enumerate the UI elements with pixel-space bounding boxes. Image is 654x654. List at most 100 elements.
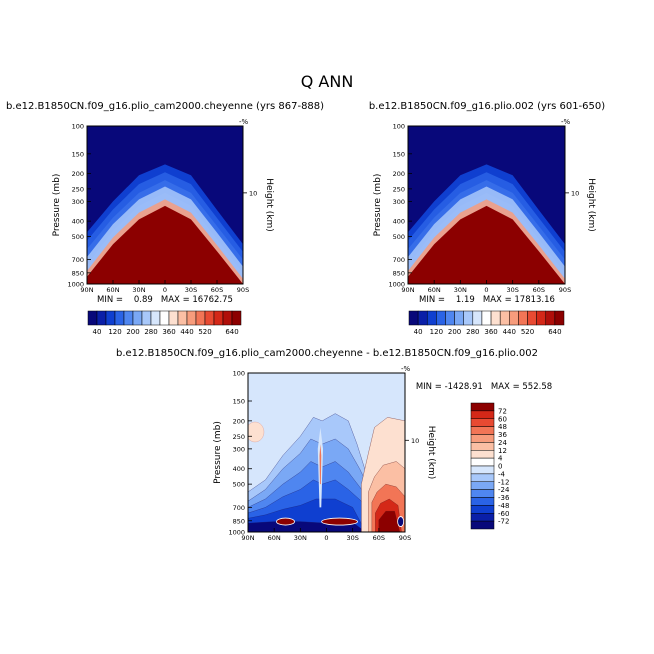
colorbar-swatch: [518, 310, 528, 326]
panel-3-stats: MIN = -1428.91 MAX = 552.58: [416, 382, 552, 392]
colorbar-swatch: [470, 434, 495, 443]
colorbar-swatch: [445, 310, 455, 326]
lat-tick-label: 90N: [401, 286, 414, 294]
colorbar-swatch: [132, 310, 143, 326]
colorbar-tick-label: 360: [484, 328, 497, 336]
colorbar-swatch: [470, 505, 495, 514]
height-axis-label: Height (km): [426, 426, 436, 480]
field-core: [87, 205, 243, 284]
pressure-tick-label: 200: [393, 170, 405, 178]
diff-surface-blob: [397, 516, 405, 527]
colorbar-swatch: [231, 310, 242, 326]
height-top-marker: -%: [561, 118, 571, 126]
lat-tick-label: 0: [484, 286, 488, 294]
pressure-tick-label: 300: [233, 445, 245, 453]
lat-tick-label: 60N: [428, 286, 441, 294]
pressure-tick-label: 200: [233, 417, 245, 425]
pressure-tick-label: 400: [72, 218, 84, 226]
colorbar-tick-label: -60: [498, 510, 509, 518]
lat-tick-label: 0: [324, 534, 328, 542]
colorbar-tick-label: 40: [93, 328, 102, 336]
height-top-marker: -%: [239, 118, 249, 126]
colorbar-swatch: [470, 497, 495, 506]
panel-2-stats: MIN = 1.19 MAX = 17813.16: [419, 295, 555, 305]
pressure-tick-label: 150: [393, 150, 405, 158]
colorbar-swatch: [186, 310, 197, 326]
pressure-tick-label: 100: [72, 123, 84, 131]
diff-positive-patch: [248, 421, 265, 443]
colorbar-tick-label: 440: [180, 328, 193, 336]
field-core: [408, 205, 565, 284]
colorbar-tick-label: 520: [521, 328, 534, 336]
panel-3-plot: 1001502002503004005007008501000Pressure …: [213, 365, 436, 542]
pressure-tick-label: 250: [393, 185, 405, 193]
colorbar-swatch: [168, 310, 179, 326]
colorbar-swatch: [470, 513, 495, 522]
colorbar-swatch: [87, 310, 98, 326]
colorbar-tick-label: 4: [498, 455, 503, 463]
colorbar-swatch: [470, 450, 495, 459]
field-layer: [408, 126, 565, 284]
colorbar-tick-label: 360: [162, 328, 175, 336]
colorbar-swatch: [490, 310, 501, 326]
colorbar-tick-label: 120: [108, 328, 121, 336]
colorbar-swatch: [499, 310, 510, 326]
pressure-tick-label: 150: [72, 150, 84, 158]
pressure-tick-label: 700: [393, 256, 405, 264]
colorbar-swatch: [141, 310, 152, 326]
colorbar-tick-label: -72: [498, 518, 509, 526]
pressure-tick-label: 400: [393, 218, 405, 226]
height-top-marker: -%: [401, 365, 411, 373]
panel-2-plot: 1001502002503004005007008501000Pressure …: [373, 118, 596, 294]
colorbar-swatch: [204, 310, 215, 326]
colorbar-tick-label: 200: [126, 328, 139, 336]
lat-tick-label: 30N: [132, 286, 145, 294]
field-layer: [87, 126, 243, 284]
lat-tick-label: 60S: [211, 286, 223, 294]
colorbar-swatch: [536, 310, 547, 326]
colorbar-swatch: [114, 310, 125, 326]
height-axis-label: Height (km): [264, 178, 274, 232]
colorbar-swatch: [470, 520, 495, 530]
pressure-tick-label: 700: [72, 256, 84, 264]
pressure-tick-label: 300: [72, 198, 84, 206]
pressure-tick-label: 100: [233, 370, 245, 378]
colorbar-swatch: [470, 481, 495, 490]
colorbar-tick-label: 40: [414, 328, 423, 336]
colorbar-swatch: [509, 310, 519, 326]
colorbar-swatch: [470, 402, 495, 412]
colorbar-swatch: [545, 310, 556, 326]
pressure-tick-label: 850: [233, 517, 245, 525]
lat-tick-label: 90S: [399, 534, 411, 542]
colorbar-swatch: [177, 310, 188, 326]
colorbar-swatch: [454, 310, 464, 326]
colorbar-tick-label: -24: [498, 486, 510, 494]
pressure-tick-label: 1000: [67, 281, 84, 289]
pressure-tick-label: 500: [233, 481, 245, 489]
colorbar-swatch: [470, 473, 495, 482]
height-axis-label: Height (km): [586, 178, 596, 232]
height-tick-label: 10: [411, 437, 419, 445]
pressure-tick-label: 300: [393, 198, 405, 206]
lat-tick-label: 0: [163, 286, 167, 294]
colorbar-tick-label: 24: [498, 439, 507, 447]
lat-tick-label: 30N: [294, 534, 307, 542]
lat-tick-label: 30S: [506, 286, 518, 294]
colorbar-swatch: [554, 310, 565, 326]
pressure-tick-label: 850: [393, 269, 405, 277]
colorbar-tick-label: 200: [448, 328, 461, 336]
colorbar-swatch: [470, 410, 495, 419]
colorbar-tick-label: 120: [430, 328, 443, 336]
lat-tick-label: 30S: [346, 534, 358, 542]
pressure-tick-label: 1000: [388, 281, 405, 289]
pressure-tick-label: 250: [233, 433, 245, 441]
panel-1-colorbar: 40 120 200 280 360 440 520 640: [87, 310, 242, 336]
pressure-tick-label: 700: [233, 504, 245, 512]
colorbar-tick-label: -4: [498, 470, 506, 478]
pressure-tick-label: 850: [72, 269, 84, 277]
colorbar-swatch: [470, 489, 495, 498]
colorbar-tick-label: 280: [466, 328, 479, 336]
colorbar-tick-label: 0: [498, 463, 502, 471]
pressure-axis-label: Pressure (mb): [52, 174, 62, 237]
